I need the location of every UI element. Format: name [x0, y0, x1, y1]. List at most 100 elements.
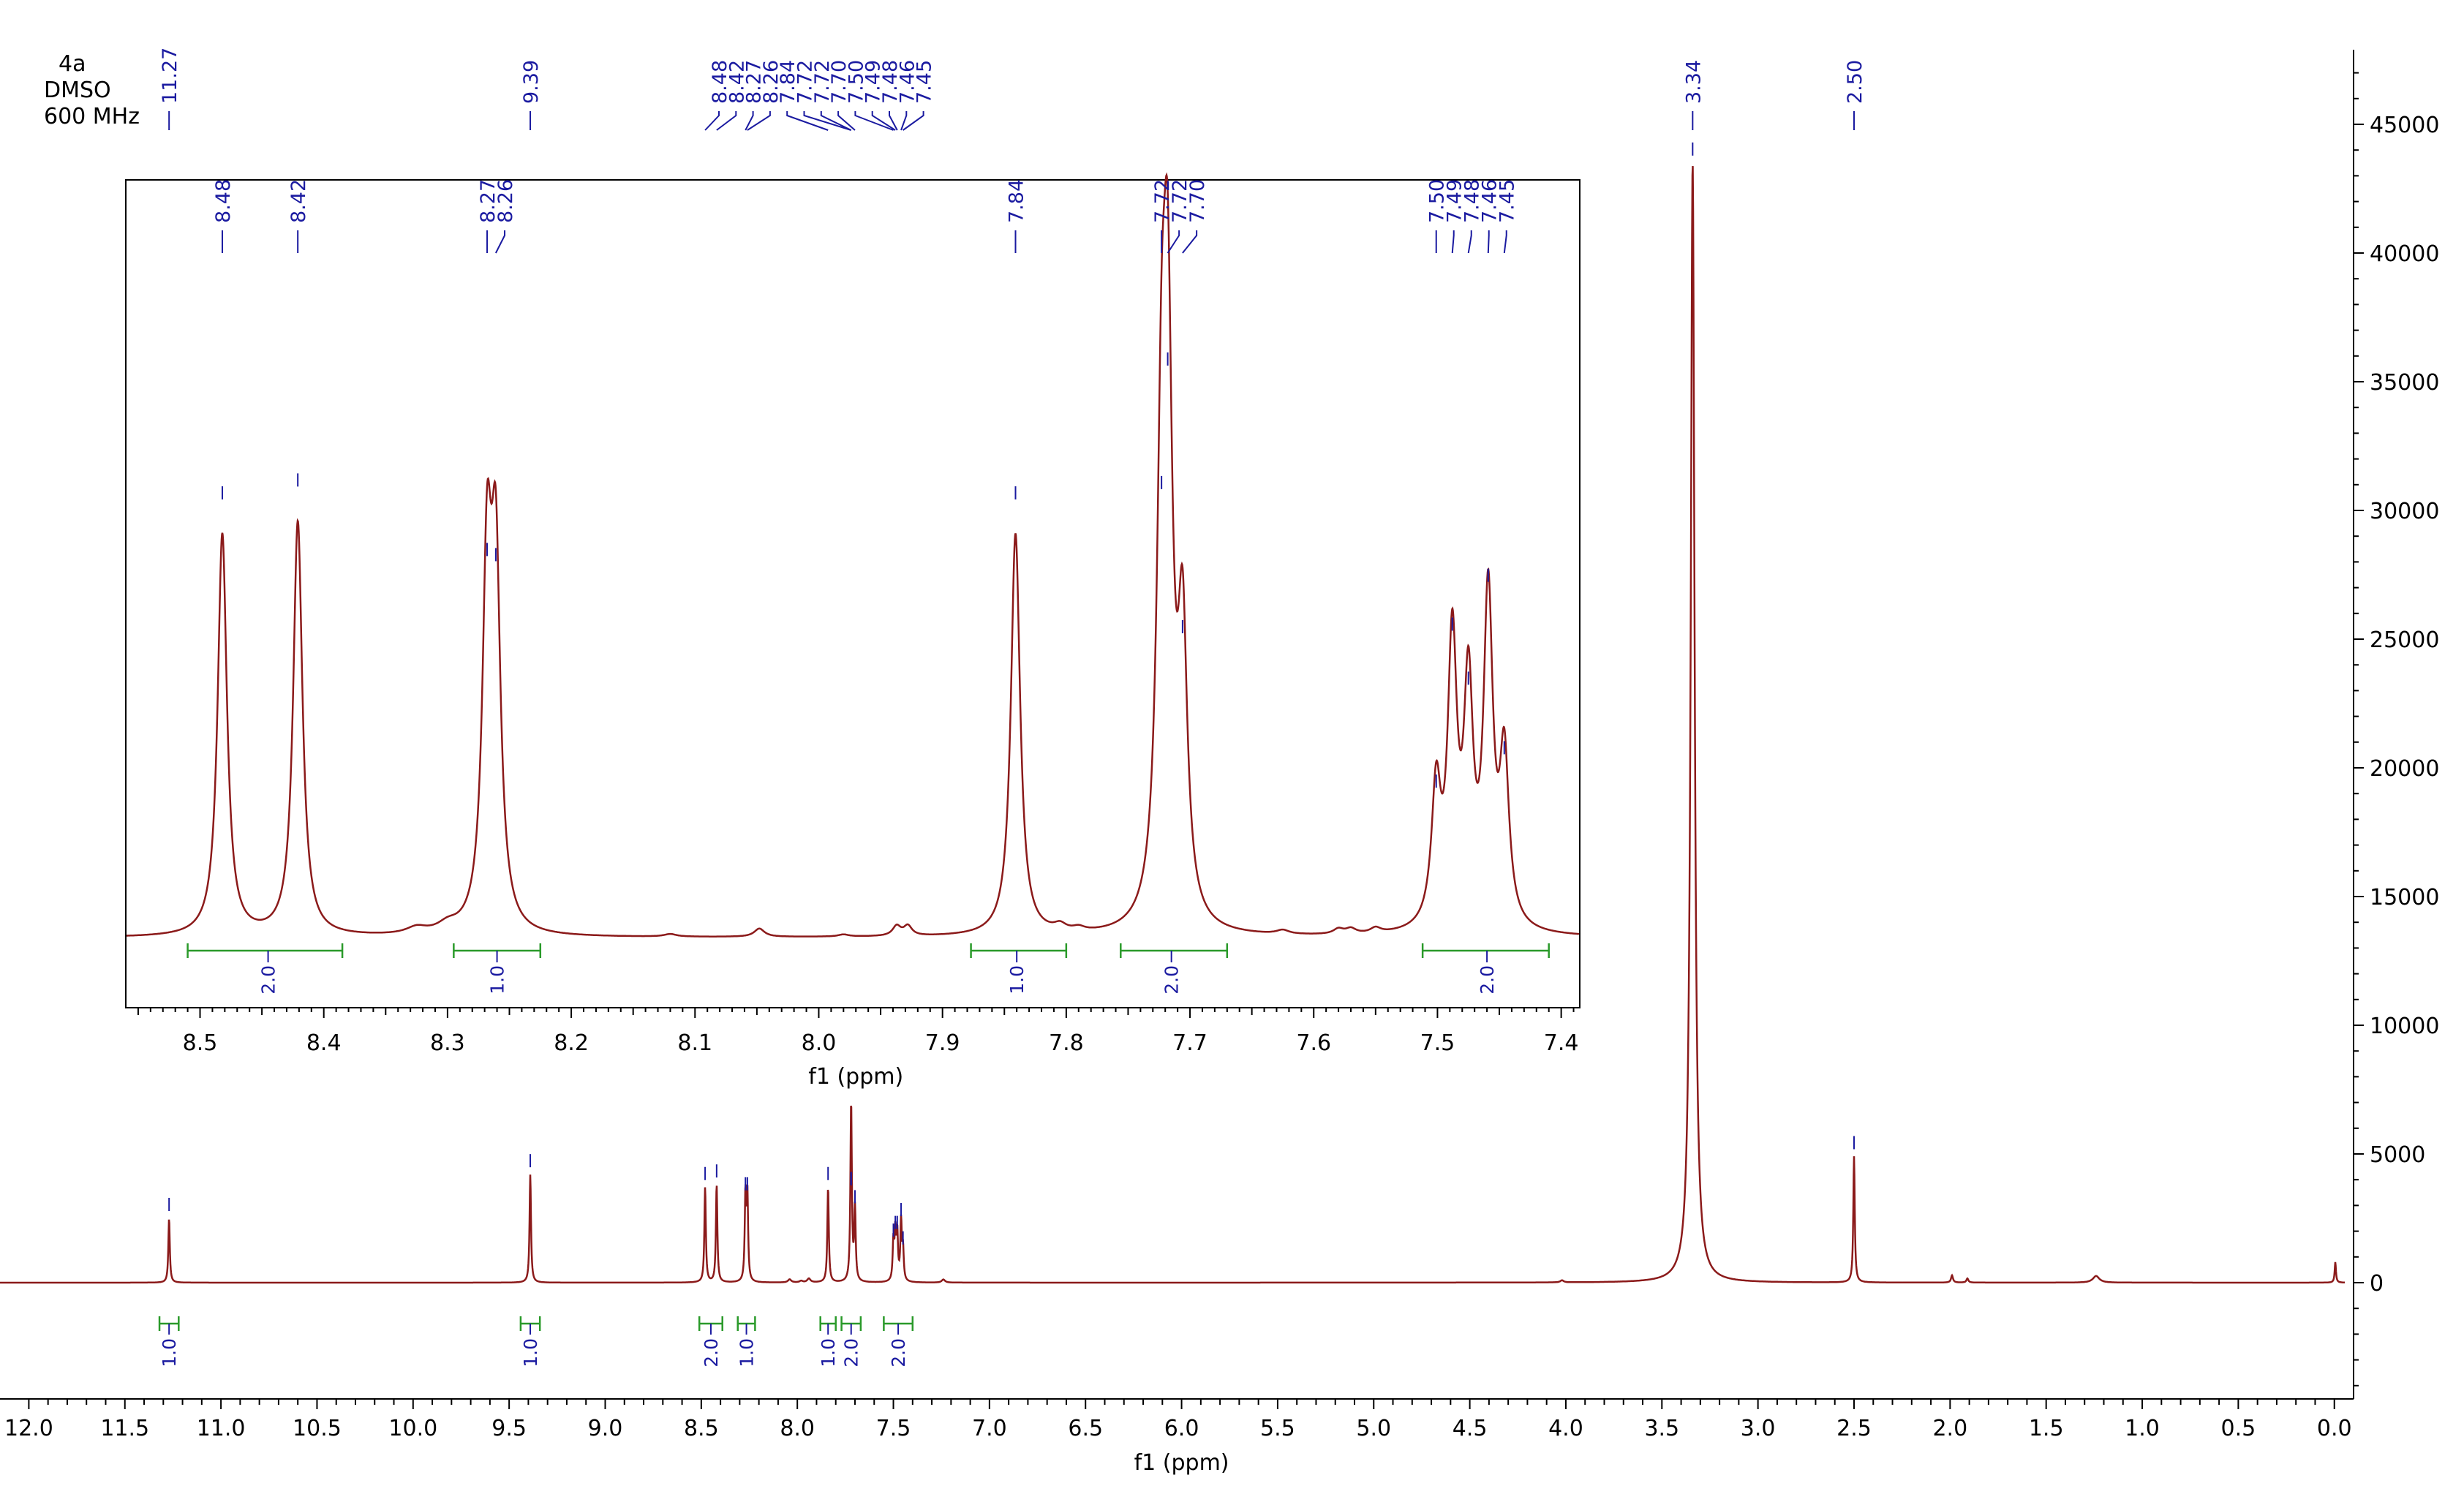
- inset-x-tick-label: 7.8: [1049, 1030, 1084, 1056]
- x-tick-label: 5.5: [1260, 1416, 1295, 1441]
- peak-label: 7.48: [879, 60, 902, 104]
- x-tick-label: 10.0: [388, 1416, 437, 1441]
- peak-label: 2.50: [1844, 60, 1866, 104]
- peak-label-leader: [704, 111, 720, 131]
- inset-x-tick-label: 8.3: [430, 1030, 465, 1056]
- inset-spectrum-line: [127, 172, 1580, 937]
- peak-label: 3.34: [1682, 60, 1705, 104]
- peak-label: 7.46: [896, 60, 919, 104]
- inset-x-tick-label: 8.0: [802, 1030, 837, 1056]
- y-tick-label: 10000: [2370, 1014, 2439, 1039]
- peak-label-leader: [871, 111, 896, 131]
- y-tick-label: 35000: [2370, 370, 2439, 396]
- peak-label-leader: [745, 111, 754, 131]
- x-tick-label: 6.0: [1164, 1416, 1199, 1441]
- inset-x-tick-label: 8.4: [306, 1030, 342, 1056]
- inset-peak-label: 7.50: [1426, 179, 1449, 223]
- integral-value: 1.0: [159, 1338, 180, 1367]
- x-tick-label: 12.0: [4, 1416, 53, 1441]
- x-tick-label: 9.5: [491, 1416, 527, 1441]
- inset-x-tick-label: 8.5: [183, 1030, 218, 1056]
- inset-peak-leader: [494, 230, 506, 254]
- compound-label: 4a: [59, 51, 86, 77]
- inset-peak-leader: [1467, 230, 1472, 254]
- inset-peak-label: 8.48: [212, 179, 235, 223]
- x-tick-label: 3.5: [1644, 1416, 1679, 1441]
- peak-label: 9.39: [520, 60, 543, 104]
- peak-label-leader: [747, 111, 771, 131]
- inset-peak-label: 8.42: [287, 179, 310, 223]
- inset-peak-label: 7.72: [1169, 179, 1191, 223]
- frequency-label: 600 MHz: [44, 104, 140, 129]
- inset-x-tick-label: 7.4: [1544, 1030, 1579, 1056]
- y-tick-label: 40000: [2370, 241, 2439, 267]
- x-tick-label: 4.5: [1453, 1416, 1488, 1441]
- peak-label: 8.48: [709, 60, 731, 104]
- inset-peak-leader: [1182, 230, 1198, 254]
- y-tick-label: 45000: [2370, 113, 2439, 138]
- x-tick-label: 9.0: [588, 1416, 623, 1441]
- integral-value: 2.0: [888, 1338, 909, 1367]
- x-tick-label: 0.0: [2317, 1416, 2352, 1441]
- peak-label: 8.26: [760, 60, 783, 104]
- y-tick-label: 15000: [2370, 885, 2439, 910]
- inset-peak-leader: [1503, 230, 1507, 254]
- peak-label-leader: [786, 111, 829, 131]
- inset-peak-label: 8.26: [494, 179, 517, 223]
- x-tick-label: 11.0: [197, 1416, 246, 1441]
- inset-peak-leader: [1487, 230, 1490, 254]
- inset-peak-leader: [1167, 230, 1180, 254]
- inset-peak-label: 7.45: [1496, 179, 1519, 223]
- peak-label-leader: [837, 111, 856, 131]
- inset-x-tick-label: 8.1: [677, 1030, 712, 1056]
- y-tick-label: 20000: [2370, 756, 2439, 782]
- inset-x-tick-label: 7.6: [1296, 1030, 1331, 1056]
- x-tick-label: 2.0: [1932, 1416, 1967, 1441]
- y-tick-label: 5000: [2370, 1142, 2425, 1168]
- peak-label-leader: [889, 111, 898, 131]
- inset-x-tick-label: 7.9: [925, 1030, 960, 1056]
- inset-peak-label: 7.70: [1186, 179, 1209, 223]
- main-spectrum: 12.0 11.5 11.0 10.5 10.0 9.5 9.0 8.5 8.0 7.5 7.0 6.…: [0, 48, 2439, 1476]
- y-tick-label: 30000: [2370, 499, 2439, 524]
- x-tick-label: 8.5: [684, 1416, 719, 1441]
- peak-label: 11.27: [159, 48, 181, 104]
- inset-x-tick-label: 8.2: [554, 1030, 589, 1056]
- inset-spectrum: 8.5 8.4 8.3 8.2 8.1 8.0 7.9 7.8 7.7 7.6 7.5 7.4 f1 (…: [125, 172, 1580, 1090]
- x-tick-label: 0.5: [2221, 1416, 2256, 1441]
- solvent-label: DMSO: [44, 78, 111, 103]
- peak-label-leader: [854, 111, 894, 131]
- inset-peak-label: 7.49: [1444, 179, 1466, 223]
- y-tick-label: 25000: [2370, 627, 2439, 653]
- peak-label-leader: [900, 111, 908, 131]
- inset-x-tick-label: 7.5: [1420, 1030, 1455, 1056]
- x-tick-label: 1.5: [2029, 1416, 2064, 1441]
- peak-label-leader: [903, 111, 924, 131]
- x-tick-label: 3.0: [1741, 1416, 1776, 1441]
- x-tick-label: 8.0: [780, 1416, 815, 1441]
- inset-peak-leader: [1451, 230, 1455, 254]
- peak-label: 8.42: [726, 60, 748, 104]
- inset-frame: [125, 179, 1580, 1008]
- x-tick-label: 10.5: [293, 1416, 342, 1441]
- peak-label: 7.72: [811, 60, 834, 104]
- inset-peak-label: 7.84: [1005, 179, 1028, 223]
- integral-value: 2.0: [841, 1338, 862, 1367]
- x-tick-label: 1.0: [2125, 1416, 2160, 1441]
- inset-integral-value: 2.0: [1161, 965, 1183, 995]
- inset-peak-label: 7.72: [1151, 179, 1174, 223]
- peak-label-leader: [716, 111, 737, 131]
- integral-value: 1.0: [520, 1338, 541, 1367]
- inset-x-tick-label: 7.7: [1172, 1030, 1207, 1056]
- x-tick-label: 7.0: [972, 1416, 1007, 1441]
- sample-info: 4a DMSO 600 MHz: [44, 51, 140, 130]
- peak-label-leader: [803, 111, 852, 131]
- integral-value: 2.0: [701, 1338, 722, 1367]
- inset-integral-value: 1.0: [1006, 965, 1028, 995]
- inset-peak-label: 8.27: [477, 179, 500, 223]
- x-tick-label: 5.0: [1356, 1416, 1391, 1441]
- inset-peak-label: 7.48: [1461, 179, 1484, 223]
- x-tick-label: 2.5: [1836, 1416, 1872, 1441]
- x-tick-label: 4.0: [1548, 1416, 1583, 1441]
